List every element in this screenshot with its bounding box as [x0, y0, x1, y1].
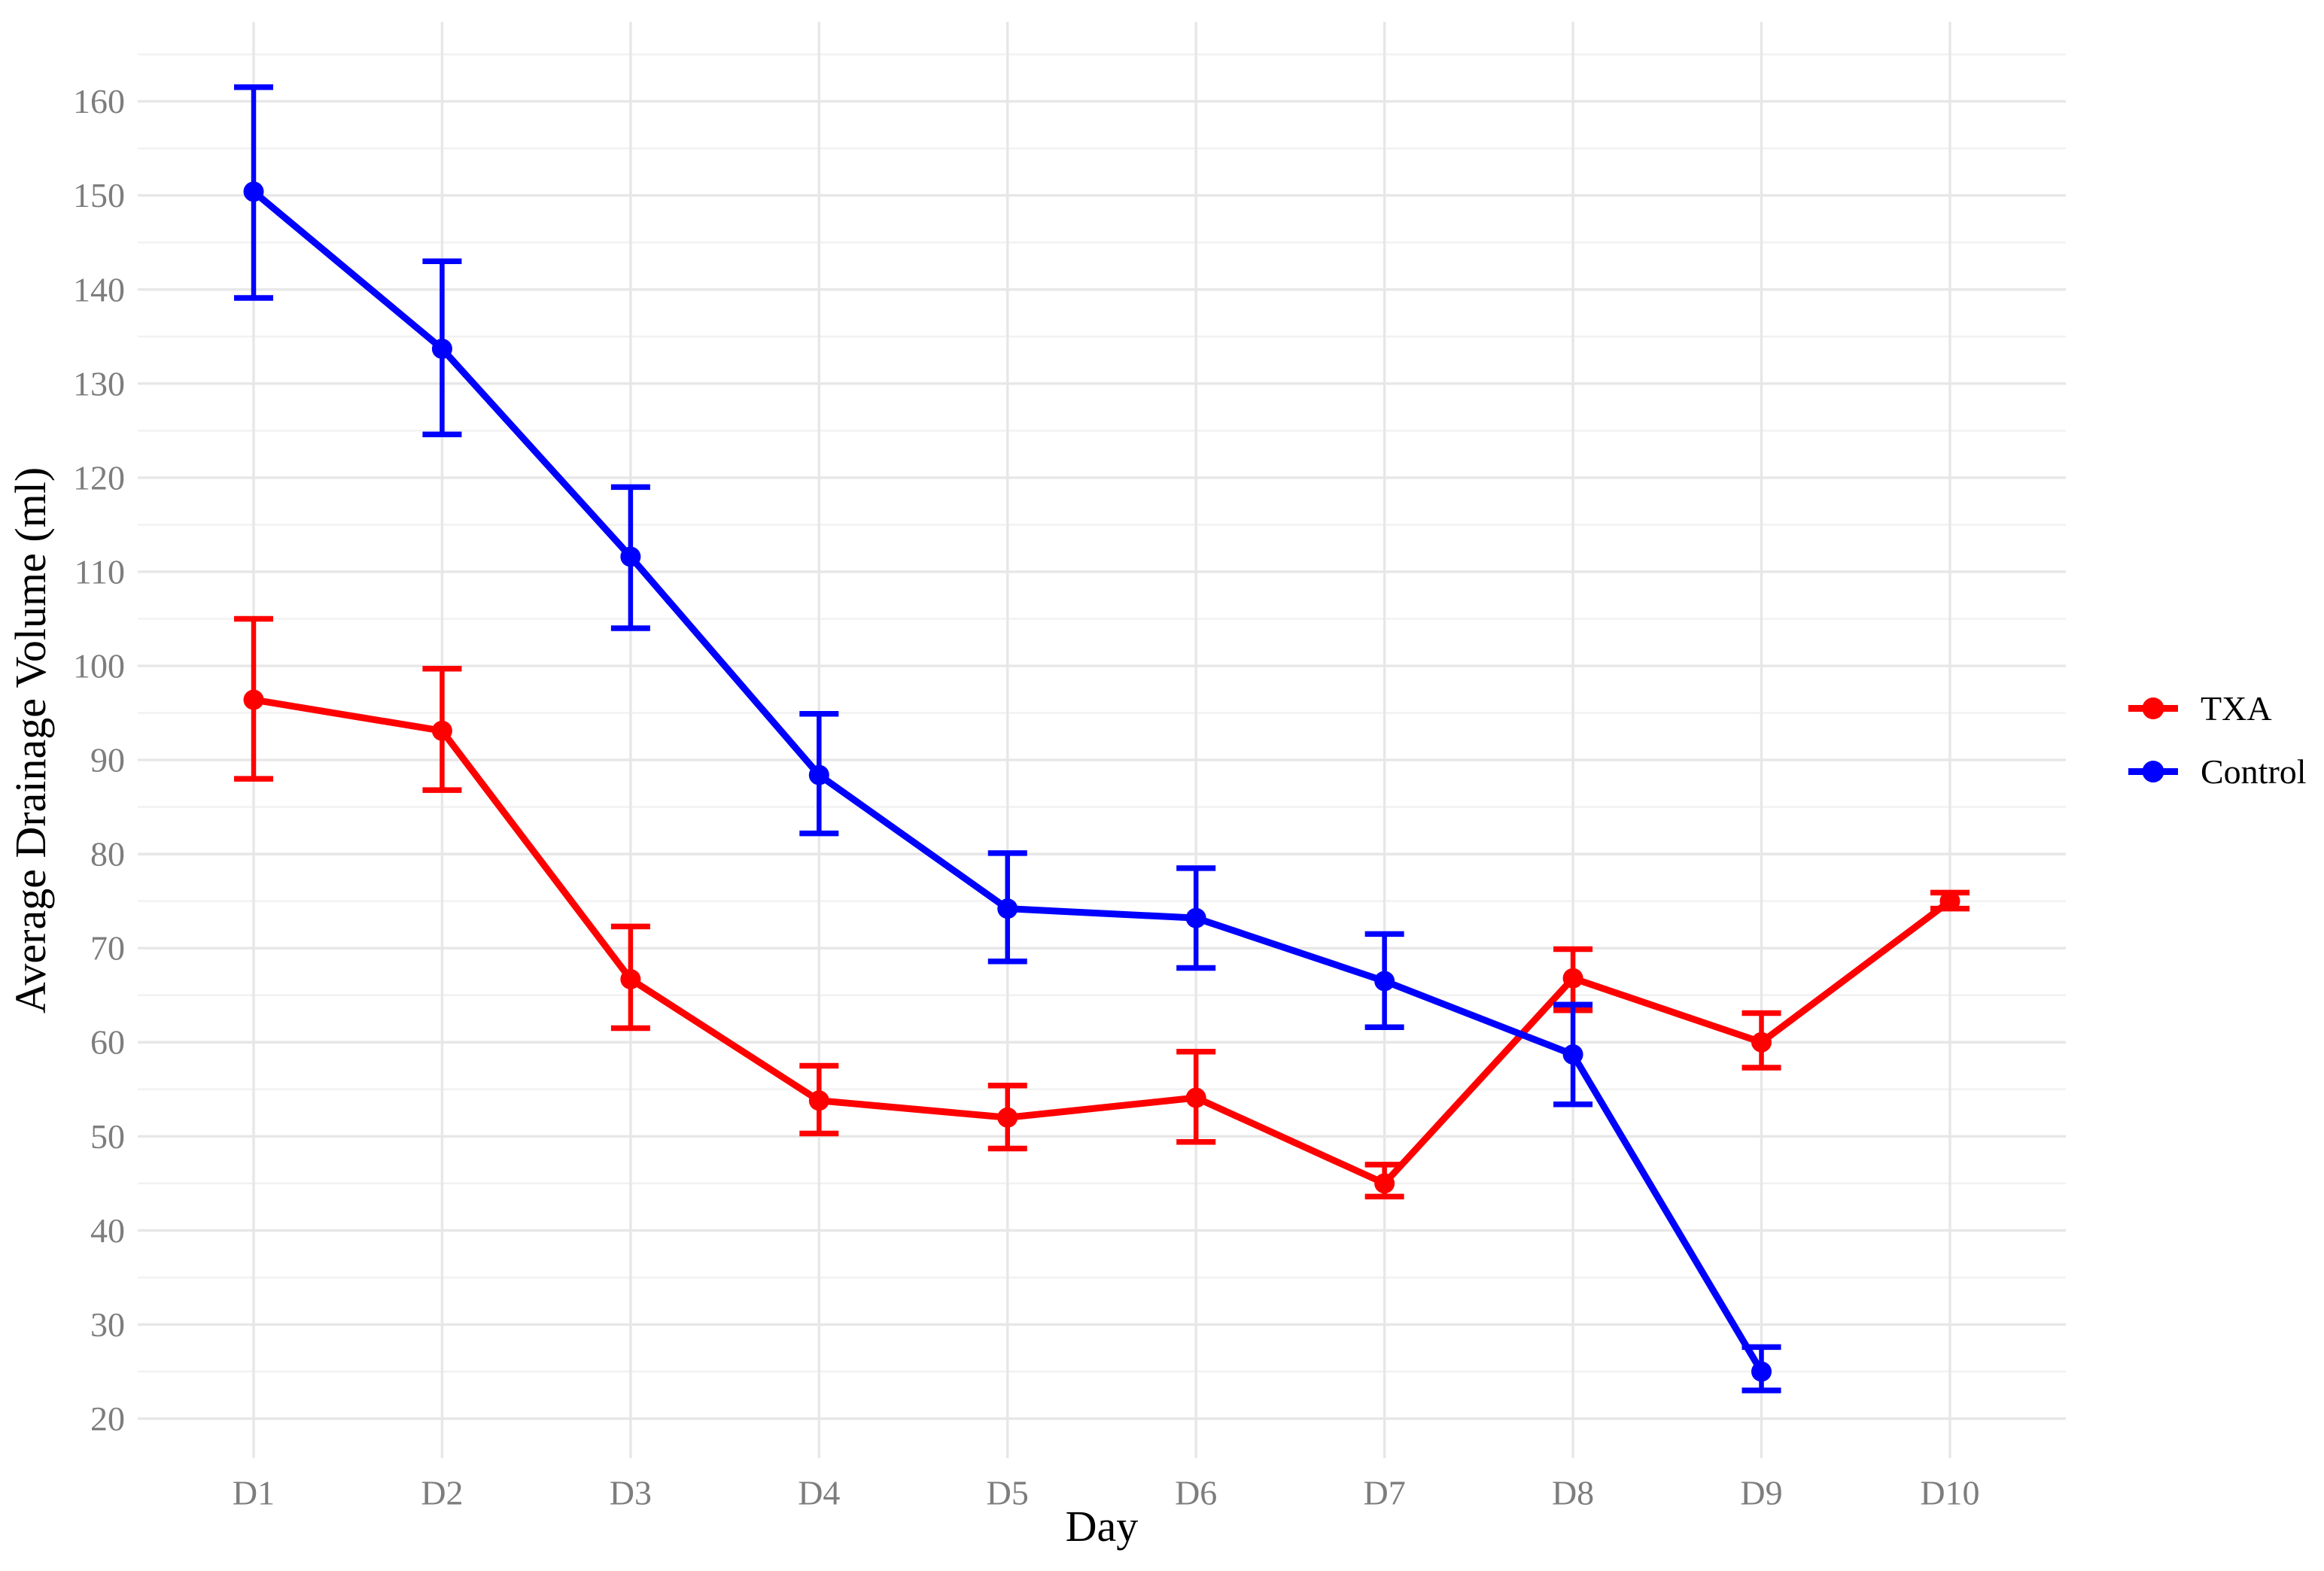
y-axis-title: Average Drainage Volume (ml) — [6, 467, 55, 1013]
tick-label-y-140: 140 — [73, 270, 125, 308]
data-point-TXA-D3 — [620, 968, 641, 989]
tick-label-y-20: 20 — [90, 1399, 125, 1438]
tick-label-x-D9: D9 — [1740, 1474, 1782, 1512]
x-axis-title: Day — [1066, 1502, 1139, 1551]
line-TXA — [250, 696, 1954, 1187]
data-point-TXA-D2 — [431, 720, 452, 741]
data-point-Control-D3 — [620, 546, 641, 567]
tick-label-y-90: 90 — [90, 741, 125, 779]
tick-label-x-D1: D1 — [233, 1474, 275, 1512]
data-point-Control-D9 — [1751, 1361, 1772, 1382]
tick-label-y-100: 100 — [73, 647, 125, 685]
data-point-TXA-D1 — [243, 689, 264, 710]
legend-label-Control: Control — [2201, 752, 2307, 791]
tick-label-y-50: 50 — [90, 1117, 125, 1156]
legend-item-TXA: TXA — [2128, 689, 2272, 728]
tick-label-y-80: 80 — [90, 835, 125, 874]
data-point-TXA-D5 — [997, 1107, 1018, 1128]
series-Control — [234, 84, 1781, 1393]
tick-label-y-150: 150 — [73, 176, 125, 214]
data-point-TXA-D10 — [1939, 891, 1960, 912]
data-point-Control-D8 — [1562, 1044, 1583, 1065]
data-point-TXA-D9 — [1751, 1032, 1772, 1053]
tick-label-x-D6: D6 — [1175, 1474, 1217, 1512]
legend-key-point-Control — [2142, 761, 2164, 782]
tick-label-y-120: 120 — [73, 458, 125, 497]
legend-label-TXA: TXA — [2201, 689, 2272, 728]
data-point-Control-D6 — [1185, 907, 1206, 928]
data-point-TXA-D7 — [1374, 1173, 1395, 1194]
tick-label-y-60: 60 — [90, 1023, 125, 1062]
gridlines-major — [138, 22, 2066, 1458]
data-point-Control-D7 — [1374, 971, 1395, 992]
tick-label-x-D2: D2 — [421, 1474, 463, 1512]
tick-label-x-D8: D8 — [1552, 1474, 1594, 1512]
data-point-Control-D2 — [431, 339, 452, 360]
tick-label-y-40: 40 — [90, 1211, 125, 1250]
series-layer — [234, 84, 1970, 1393]
tick-label-y-110: 110 — [75, 552, 125, 591]
tick-label-x-D10: D10 — [1920, 1474, 1979, 1512]
data-point-Control-D1 — [243, 181, 264, 202]
tick-label-x-D4: D4 — [798, 1474, 840, 1512]
tick-label-y-30: 30 — [90, 1305, 125, 1344]
data-point-Control-D4 — [808, 764, 829, 786]
data-point-Control-D5 — [997, 898, 1018, 919]
data-point-TXA-D8 — [1562, 968, 1583, 989]
series-TXA — [234, 615, 1970, 1200]
tick-label-x-D5: D5 — [987, 1474, 1029, 1512]
tick-label-x-D7: D7 — [1364, 1474, 1406, 1512]
tick-label-y-160: 160 — [73, 82, 125, 120]
legend-item-Control: Control — [2128, 752, 2307, 791]
data-point-TXA-D6 — [1185, 1087, 1206, 1108]
data-point-TXA-D4 — [808, 1090, 829, 1111]
axis-tick-labels: 20 30 40 50 60 70 80 90 100 110 120 130 140 150 160 D1 D… — [73, 82, 1980, 1512]
legend-key-point-TXA — [2142, 697, 2164, 719]
tick-label-x-D3: D3 — [610, 1474, 652, 1512]
tick-label-y-70: 70 — [90, 929, 125, 968]
gridlines-minor — [138, 53, 2066, 1373]
tick-label-y-130: 130 — [73, 364, 125, 403]
legend: TXA Control — [2128, 689, 2307, 791]
